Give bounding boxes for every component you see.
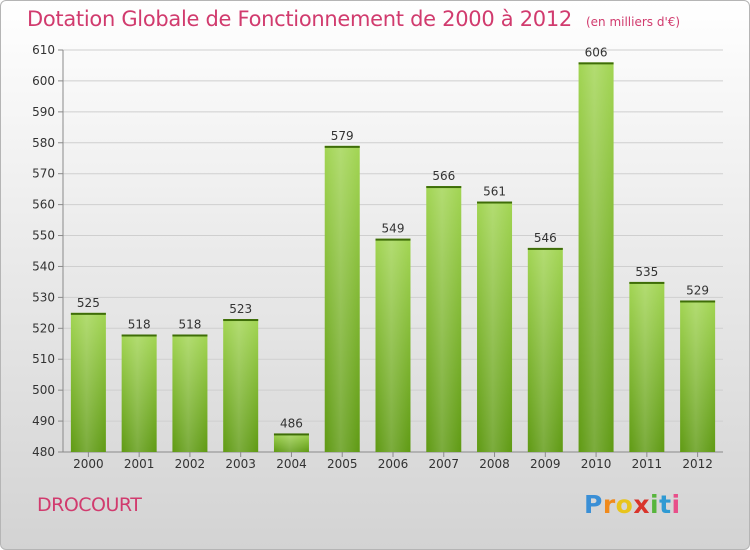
bar-top-edge	[578, 62, 614, 65]
chart-unit: (en milliers d'€)	[585, 15, 681, 29]
bar-top-edge	[172, 334, 208, 337]
data-label: 549	[382, 222, 405, 236]
logo-letter: r	[602, 490, 616, 519]
data-label: 566	[432, 169, 455, 183]
bar-sheen	[121, 334, 157, 452]
bar-sheen	[426, 186, 462, 453]
bar-top-edge	[223, 319, 259, 322]
x-tick-label: 2007	[428, 457, 459, 471]
logo-letter: i	[671, 490, 681, 519]
data-label: 546	[534, 231, 557, 245]
logo-letter: i	[650, 490, 660, 519]
x-tick-label: 2002	[175, 457, 206, 471]
x-tick-label: 2009	[530, 457, 561, 471]
y-tick-label: 520	[32, 321, 55, 335]
x-tick-label: 2010	[581, 457, 612, 471]
y-tick-label: 570	[32, 167, 55, 181]
bar-layer	[70, 62, 716, 453]
y-tick-label: 590	[32, 105, 55, 119]
commune-name: DROCOURT	[37, 494, 142, 516]
data-label: 518	[128, 317, 151, 331]
bar-sheen	[527, 247, 563, 452]
bar-top-edge	[324, 145, 360, 148]
y-tick-label: 560	[32, 198, 55, 212]
y-tick-label: 600	[32, 74, 55, 88]
x-tick-label: 2012	[682, 457, 713, 471]
bar-sheen	[273, 433, 309, 452]
x-tick-label: 2006	[378, 457, 409, 471]
data-label: 535	[635, 265, 658, 279]
data-label: 525	[77, 296, 100, 310]
x-tick-label: 2005	[327, 457, 358, 471]
bar-top-edge	[70, 312, 106, 315]
bar-sheen	[680, 300, 716, 452]
bar-sheen	[70, 312, 106, 452]
bar-sheen	[477, 201, 513, 452]
bar-top-edge	[527, 247, 563, 250]
logo-letter: P	[584, 490, 603, 519]
y-tick-label: 530	[32, 290, 55, 304]
logo-letter: t	[659, 490, 672, 519]
bar-top-edge	[426, 186, 462, 189]
y-tick-label: 540	[32, 259, 55, 273]
data-label: 486	[280, 416, 303, 430]
x-tick-label: 2004	[276, 457, 307, 471]
bar-top-edge	[629, 281, 665, 284]
label-layer: 525 2000 518 2001 518 2002 523 2003 486 2004 579 20…	[73, 45, 713, 471]
bar-sheen	[629, 281, 665, 452]
bar-top-edge	[477, 201, 513, 204]
x-tick-label: 2000	[73, 457, 104, 471]
data-label: 529	[686, 283, 709, 297]
logo-letter: o	[615, 490, 634, 519]
bar-sheen	[578, 62, 614, 452]
y-tick-label: 480	[32, 445, 55, 459]
x-tick-label: 2003	[225, 457, 256, 471]
bar-sheen	[375, 238, 411, 452]
data-label: 606	[585, 45, 608, 59]
y-tick-label: 610	[32, 43, 55, 57]
data-label: 518	[178, 317, 201, 331]
y-tick-label: 490	[32, 414, 55, 428]
bar-top-edge	[121, 334, 157, 337]
y-tick-label: 510	[32, 352, 55, 366]
y-tick-label: 550	[32, 229, 55, 243]
y-tick-label: 500	[32, 383, 55, 397]
bar-sheen	[223, 319, 259, 452]
bar-top-edge	[680, 300, 716, 303]
proxiti-logo[interactable]: Proxiti	[584, 490, 681, 519]
x-tick-label: 2001	[124, 457, 155, 471]
data-label: 561	[483, 185, 506, 199]
chart-title: Dotation Globale de Fonctionnement de 20…	[27, 7, 680, 31]
y-tick-label: 580	[32, 136, 55, 150]
chart-title-text: Dotation Globale de Fonctionnement de 20…	[27, 7, 572, 31]
bar-sheen	[324, 145, 360, 452]
bar-top-edge	[273, 433, 309, 436]
data-label: 523	[229, 302, 252, 316]
bar-top-edge	[375, 238, 411, 241]
bar-sheen	[172, 334, 208, 452]
logo-letter: x	[633, 490, 650, 519]
data-label: 579	[331, 129, 354, 143]
x-tick-label: 2008	[479, 457, 510, 471]
x-tick-label: 2011	[632, 457, 663, 471]
